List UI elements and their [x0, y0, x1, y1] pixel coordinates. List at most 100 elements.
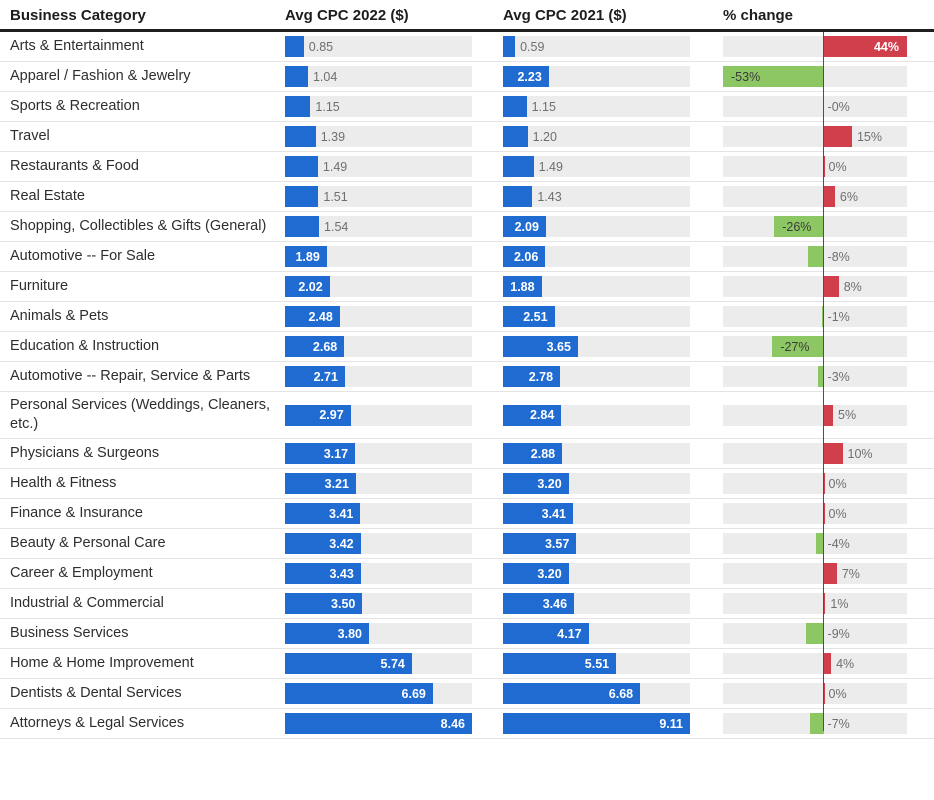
table-row: Business Services 3.80 4.17 -9% — [0, 619, 934, 649]
cpc-2021-cell: 2.06 — [503, 246, 723, 267]
cpc-2022-cell: 2.48 — [285, 306, 503, 327]
cpc-2021-value: 5.51 — [584, 656, 610, 671]
cpc-2021-cell: 3.20 — [503, 473, 723, 494]
table-row: Automotive -- Repair, Service & Parts 2.… — [0, 362, 934, 392]
table-row: Restaurants & Food 1.49 1.49 0% — [0, 152, 934, 182]
pct-change-cell: -1% — [723, 306, 910, 327]
cpc-2022-cell: 3.50 — [285, 593, 503, 614]
pct-change-cell: -0% — [723, 96, 910, 117]
pct-change-bar-track: 44% — [723, 36, 907, 57]
pct-change-value: 7% — [841, 566, 860, 581]
cpc-2022-value: 1.54 — [324, 219, 349, 234]
cpc-2022-bar-track: 3.43 — [285, 563, 472, 584]
cpc-2021-value: 3.41 — [541, 506, 566, 521]
cpc-2021-cell: 9.11 — [503, 713, 723, 734]
zero-axis-line — [823, 32, 824, 731]
cpc-2021-bar — [503, 156, 534, 177]
cpc-2022-bar-track: 1.49 — [285, 156, 472, 177]
pct-change-bar-track: 7% — [723, 563, 907, 584]
category-label: Finance & Insurance — [10, 505, 143, 521]
pct-change-value: 10% — [847, 446, 873, 461]
cpc-2022-bar — [285, 126, 316, 147]
cpc-2022-value: 1.39 — [320, 129, 346, 144]
cpc-2022-cell: 1.15 — [285, 96, 503, 117]
cpc-2022-cell: 8.46 — [285, 713, 503, 734]
pct-change-bar — [823, 473, 825, 494]
column-header-pct-change: % change — [723, 6, 794, 24]
cpc-2021-cell: 1.20 — [503, 126, 723, 147]
category-cell: Real Estate — [0, 187, 285, 206]
pct-change-cell: -8% — [723, 246, 910, 267]
pct-change-bar-track: -26% — [723, 216, 907, 237]
pct-change-value: 44% — [873, 39, 899, 54]
table-row: Finance & Insurance 3.41 3.41 0% — [0, 499, 934, 529]
pct-change-bar — [823, 36, 907, 57]
cpc-2021-bar — [503, 473, 569, 494]
category-label: Arts & Entertainment — [10, 38, 144, 54]
table-row: Physicians & Surgeons 3.17 2.88 10% — [0, 439, 934, 469]
cpc-2021-bar-track: 1.20 — [503, 126, 690, 147]
table-row: Career & Employment 3.43 3.20 7% — [0, 559, 934, 589]
pct-change-bar-track: -8% — [723, 246, 907, 267]
cpc-2022-cell: 2.68 — [285, 336, 503, 357]
cpc-2022-value: 3.21 — [324, 476, 349, 491]
cpc-2022-cell: 3.80 — [285, 623, 503, 644]
cpc-2022-value: 3.41 — [329, 506, 354, 521]
pct-change-value: -3% — [827, 369, 850, 384]
pct-change-bar-track: 5% — [723, 404, 907, 426]
category-label: Real Estate — [10, 188, 85, 204]
category-label: Education & Instruction — [10, 338, 160, 354]
pct-change-bar-track: -9% — [723, 623, 907, 644]
cpc-2022-bar — [285, 623, 369, 644]
pct-change-value: -53% — [731, 69, 761, 84]
pct-change-value: -4% — [827, 536, 850, 551]
category-cell: Dentists & Dental Services — [0, 684, 285, 703]
category-label: Beauty & Personal Care — [10, 535, 166, 551]
pct-change-cell: -3% — [723, 366, 910, 387]
cpc-2022-bar-track: 1.89 — [285, 246, 472, 267]
pct-change-value: 0% — [828, 506, 847, 521]
category-label: Restaurants & Food — [10, 158, 139, 174]
pct-change-cell: 5% — [723, 404, 910, 426]
cpc-2022-value: 3.80 — [337, 626, 362, 641]
table-row: Real Estate 1.51 1.43 6% — [0, 182, 934, 212]
pct-change-cell: -7% — [723, 713, 910, 734]
pct-change-value: -9% — [827, 626, 850, 641]
table-row: Furniture 2.02 1.88 8% — [0, 272, 934, 302]
category-label: Health & Fitness — [10, 475, 117, 491]
pct-change-bar-track: 0% — [723, 683, 907, 704]
category-label: Sports & Recreation — [10, 98, 140, 114]
cpc-2021-bar — [503, 66, 549, 87]
pct-change-bar — [823, 563, 837, 584]
category-label: Furniture — [10, 278, 69, 294]
cpc-2022-bar — [285, 404, 351, 426]
pct-change-cell: -4% — [723, 533, 910, 554]
cpc-2021-bar-track: 3.20 — [503, 563, 690, 584]
pct-change-bar — [810, 713, 824, 734]
pct-change-cell: 0% — [723, 473, 910, 494]
cpc-2022-value: 5.74 — [380, 656, 405, 671]
pct-change-cell: -26% — [723, 216, 910, 237]
pct-change-value: 5% — [838, 408, 857, 422]
cpc-2021-bar — [503, 186, 533, 207]
category-label: Dentists & Dental Services — [10, 685, 182, 701]
cpc-2021-cell: 5.51 — [503, 653, 723, 674]
pct-change-cell: 0% — [723, 156, 910, 177]
pct-change-bar-track: -27% — [723, 336, 907, 357]
pct-change-bar-track: -53% — [723, 66, 907, 87]
pct-change-bar-track: -0% — [723, 96, 907, 117]
cpc-2021-value: 2.88 — [530, 446, 556, 461]
pct-change-cell: 0% — [723, 683, 910, 704]
cpc-2022-cell: 2.71 — [285, 366, 503, 387]
cpc-2021-bar — [503, 503, 573, 524]
cpc-2022-bar — [285, 443, 356, 464]
pct-change-cell: 4% — [723, 653, 910, 674]
table-row: Education & Instruction 2.68 3.65 -27% — [0, 332, 934, 362]
cpc-2022-value: 1.89 — [295, 249, 320, 264]
cpc-2021-value: 3.65 — [546, 339, 571, 354]
cpc-2022-bar — [285, 276, 330, 297]
pct-change-cell: -9% — [723, 623, 910, 644]
cpc-2022-bar — [285, 246, 327, 267]
pct-change-bar-track: 8% — [723, 276, 907, 297]
category-cell: Industrial & Commercial — [0, 594, 285, 613]
